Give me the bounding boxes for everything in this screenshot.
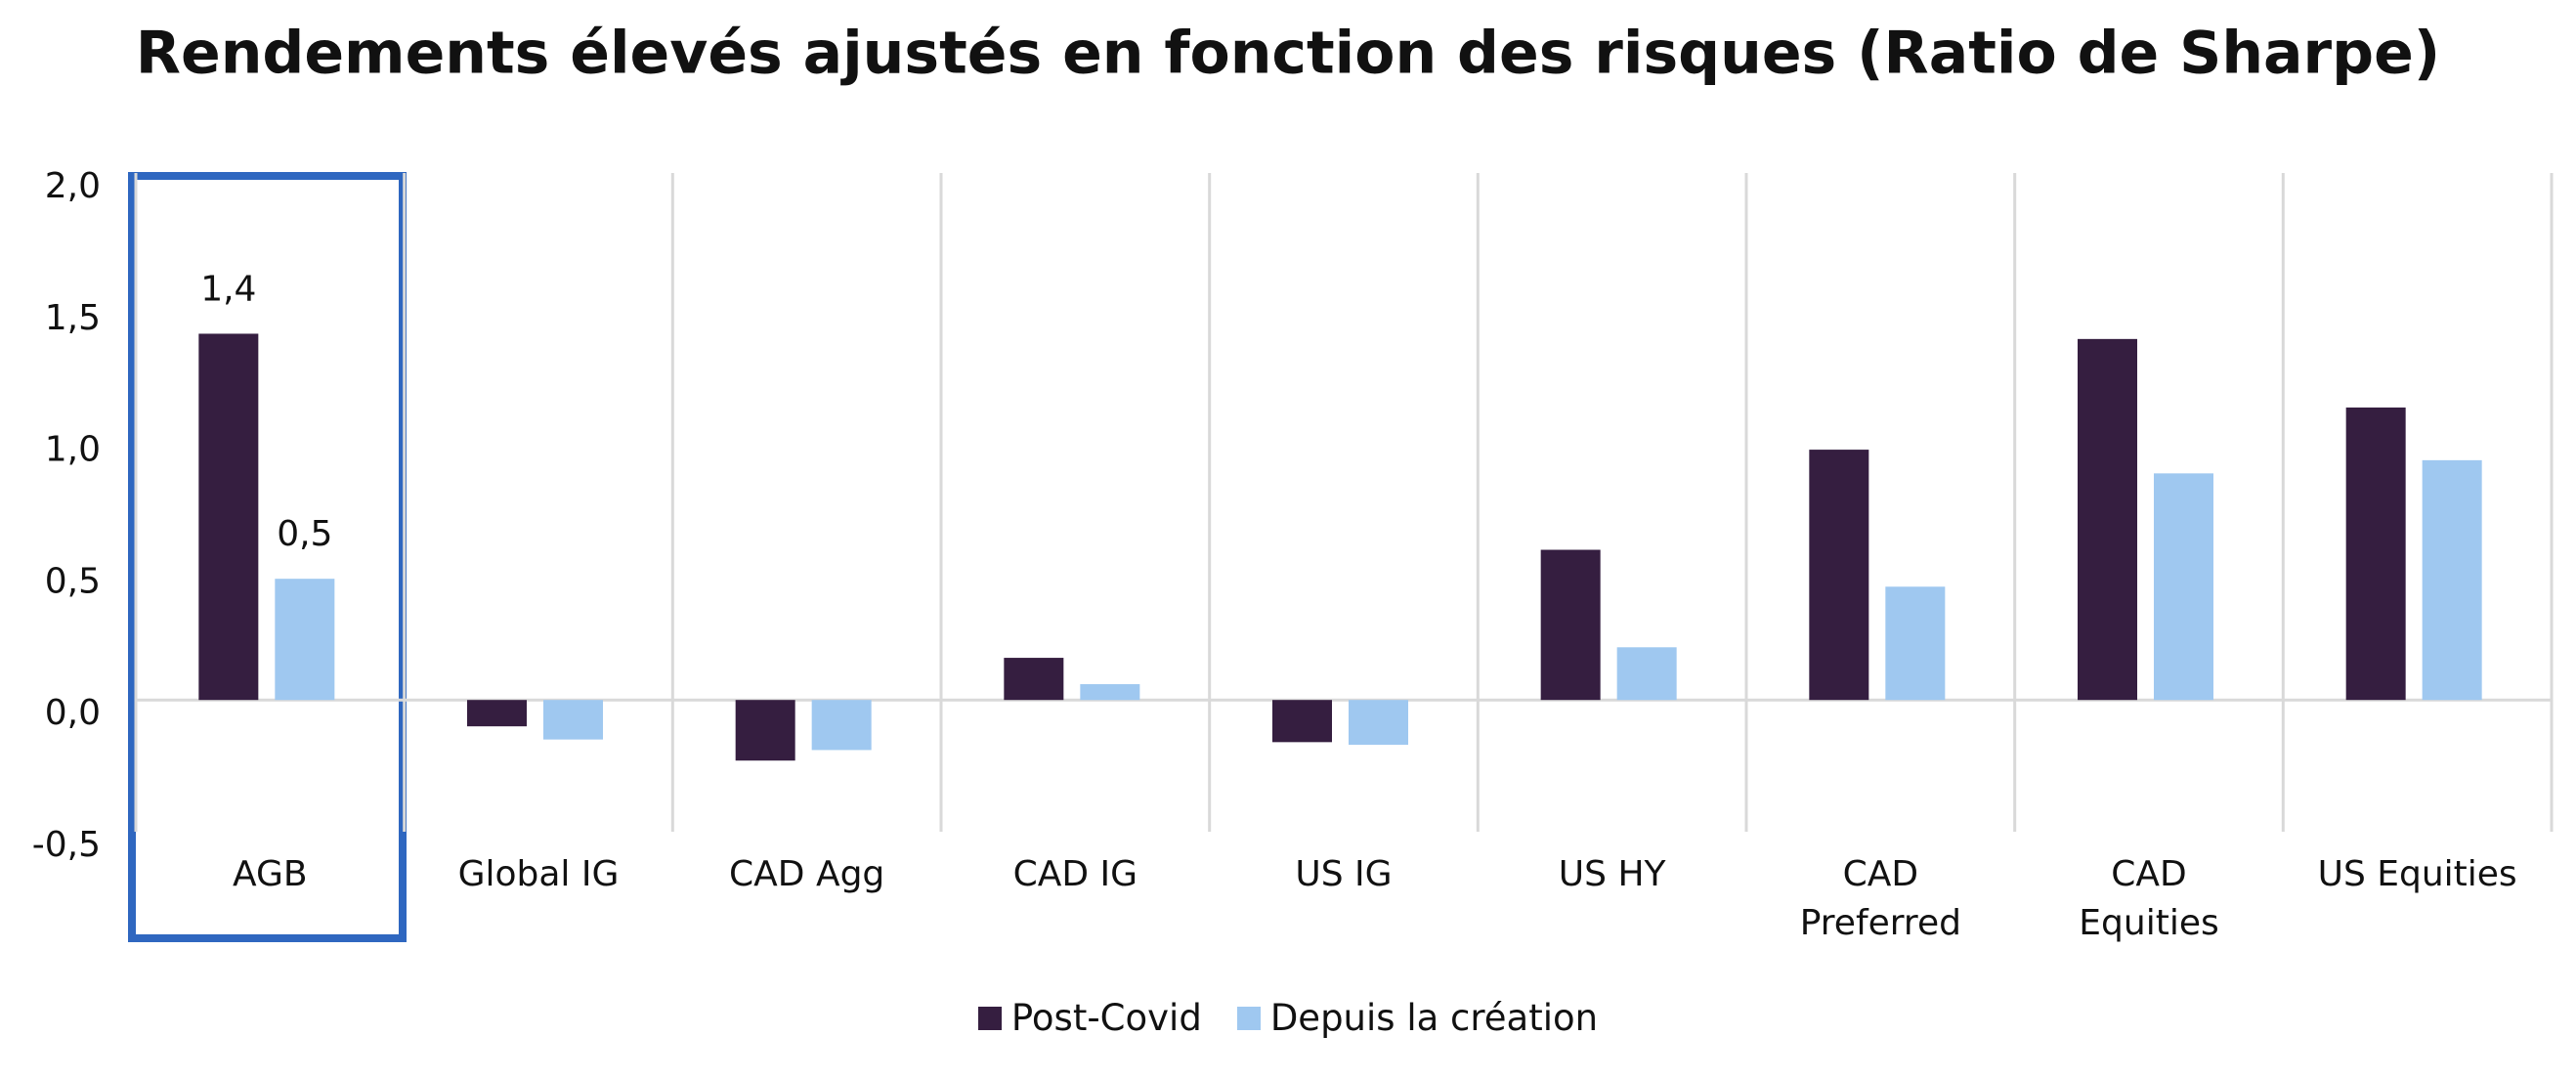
bar	[1349, 700, 1408, 746]
bar	[2154, 473, 2213, 701]
bar	[2078, 338, 2137, 701]
y-tick-label: 1,0	[45, 430, 101, 470]
x-tick-label: US IG	[1295, 854, 1393, 894]
bar	[198, 333, 259, 701]
bar	[1004, 658, 1064, 701]
bar	[543, 700, 603, 740]
x-tick-label: CAD IG	[1012, 854, 1138, 894]
bar	[1272, 700, 1332, 743]
data-label: 1,4	[200, 269, 256, 309]
x-tick-label: US HY	[1558, 854, 1666, 894]
bar	[1540, 549, 1601, 701]
legend-item: Depuis la création	[1236, 997, 1599, 1039]
x-tick-label: Global IG	[457, 854, 620, 894]
y-tick-label: 0,5	[45, 561, 101, 601]
legend-label: Depuis la création	[1269, 997, 1599, 1039]
x-tick-label: CAD Equities	[2079, 854, 2219, 943]
bar	[2345, 407, 2406, 701]
bar	[735, 700, 795, 761]
chart-title: Rendements élevés ajustés en fonction de…	[136, 20, 2440, 88]
legend-swatch	[1236, 1006, 1261, 1030]
y-tick-label: 0,0	[45, 693, 101, 733]
data-label: 0,5	[277, 514, 332, 554]
bar	[1809, 450, 1869, 701]
y-tick-label: -0,5	[32, 825, 101, 865]
legend-swatch	[977, 1006, 1002, 1030]
bar	[467, 700, 527, 727]
bar	[811, 700, 872, 751]
legend-item: Post-Covid	[977, 997, 1202, 1039]
bar	[2422, 459, 2482, 701]
x-tick-label: AGB	[233, 854, 308, 894]
legend-label: Post-Covid	[1010, 997, 1202, 1039]
bar	[1616, 647, 1677, 701]
legend: Post-Covid Depuis la création	[0, 997, 2576, 1039]
bar	[275, 579, 335, 701]
bar	[1885, 586, 1946, 701]
x-tick-label: US Equities	[2317, 854, 2517, 894]
x-tick-label: CAD Agg	[729, 854, 885, 894]
bar	[1080, 684, 1140, 701]
y-tick-label: 1,5	[45, 298, 101, 338]
y-tick-label: 2,0	[45, 166, 101, 206]
highlight-box	[128, 172, 407, 942]
x-tick-label: CAD Preferred	[1799, 854, 1961, 943]
